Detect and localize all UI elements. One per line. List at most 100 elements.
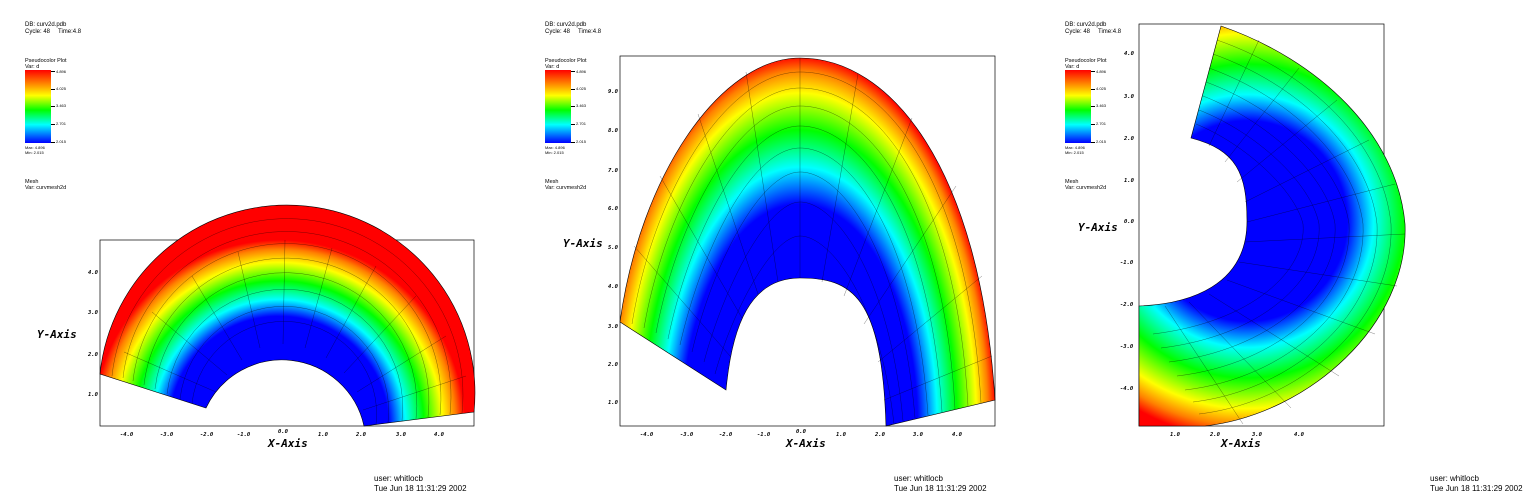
x-tick-label: 3.0 [396,432,406,438]
cycle-label: Cycle: 48 [545,29,571,35]
colorbar [1065,70,1091,143]
y-tick-label: 2.0 [608,362,618,368]
mesh-legend-title: Mesh [545,179,559,185]
colorbar-label: 3.463 [56,103,67,108]
max-label: Max: 4.896 [25,145,45,150]
x-tick-label: 0.0 [796,429,806,435]
colorbar-label: 4.896 [56,69,67,74]
y-tick-label: 3.0 [1124,94,1134,100]
plot-area [99,204,476,427]
y-axis-title: Y-Axis [37,328,77,341]
x-axis-title: X-Axis [786,437,826,450]
date-label: Tue Jun 18 11:31:29 2002 [894,484,987,493]
x-tick-label: -4.0 [640,432,654,438]
colorbar-label: 2.701 [1096,121,1107,126]
date-label: Tue Jun 18 11:31:29 2002 [374,484,467,493]
colorbar-label: 2.015 [576,139,587,144]
time-label: Time:4.8 [1098,29,1122,35]
y-tick-label: -4.0 [1120,386,1134,392]
y-tick-label: 5.0 [608,245,618,251]
y-tick-label: 1.0 [88,392,98,398]
pseudocolor-var: Var: d [545,64,560,70]
x-tick-label: 3.0 [913,432,923,438]
db-label: DB: curv2d.pdb [545,22,587,28]
time-label: Time:4.8 [58,29,82,35]
plot-area [619,55,996,427]
y-tick-label: 3.0 [88,310,98,316]
max-label: Max: 4.896 [1065,145,1085,150]
colorbar-label: 3.463 [576,103,587,108]
x-tick-label: -2.0 [200,432,214,438]
x-tick-label: -1.0 [757,432,771,438]
y-tick-label: 6.0 [608,206,618,212]
visualization-window-1: DB: curv2d.pdb Cycle: 48 Time:4.8 Pseudo… [0,0,513,500]
db-label: DB: curv2d.pdb [25,22,67,28]
y-tick-label: -1.0 [1120,260,1134,266]
y-axis-title: Y-Axis [563,237,603,250]
y-tick-label: -2.0 [1120,302,1134,308]
mesh-legend-title: Mesh [1065,179,1079,185]
x-tick-label: -2.0 [719,432,733,438]
colorbar-label: 4.896 [576,69,587,74]
plot-area [1138,23,1406,427]
x-tick-label: -3.0 [160,432,174,438]
y-tick-label: 2.0 [1124,136,1134,142]
pseudocolor-legend-title: Pseudocolor Plot [1065,58,1107,64]
colorbar-label: 2.015 [56,139,67,144]
mesh-var: Var: curvmesh2d [25,185,67,191]
x-tick-label: -3.0 [680,432,694,438]
x-tick-label: 2.0 [356,432,366,438]
x-tick-label: 1.0 [836,432,846,438]
colorbar-label: 2.015 [1096,139,1107,144]
y-axis-title: Y-Axis [1078,221,1118,234]
pseudocolor-var: Var: d [25,64,40,70]
mesh-var: Var: curvmesh2d [1065,185,1107,191]
y-tick-label: 4.0 [88,270,98,276]
y-tick-label: 4.0 [1124,51,1134,57]
colorbar-label: 4.025 [56,86,67,91]
cycle-label: Cycle: 48 [25,29,51,35]
user-label: user: whitlocb [894,474,943,483]
colorbar-label: 2.701 [576,121,587,126]
x-axis-title: X-Axis [268,437,308,450]
y-tick-label: 3.0 [608,324,618,330]
user-label: user: whitlocb [1430,474,1479,483]
y-tick-label: 7.0 [608,168,618,174]
x-tick-label: 1.0 [1170,432,1180,438]
x-tick-label: -4.0 [120,432,134,438]
y-tick-label: -3.0 [1120,344,1134,350]
user-label: user: whitlocb [374,474,423,483]
x-tick-label: 1.0 [318,432,328,438]
colorbar-label: 4.025 [1096,86,1107,91]
y-tick-label: 4.0 [608,284,618,290]
cycle-label: Cycle: 48 [1065,29,1091,35]
y-tick-label: 9.0 [608,89,618,95]
visualization-window-3: DB: curv2d.pdb Cycle: 48 Time:4.8 Pseudo… [1040,0,1540,500]
x-tick-label: 2.0 [1210,432,1220,438]
x-tick-label: 2.0 [875,432,885,438]
pseudocolor-legend-title: Pseudocolor Plot [25,58,67,64]
date-label: Tue Jun 18 11:31:29 2002 [1430,484,1523,493]
y-tick-label: 0.0 [1124,219,1134,225]
min-label: Min: 2.015 [1065,150,1084,155]
pseudocolor-var: Var: d [1065,64,1080,70]
y-tick-label: 1.0 [1124,178,1134,184]
time-label: Time:4.8 [578,29,602,35]
colorbar-label: 2.701 [56,121,67,126]
colorbar-label: 4.896 [1096,69,1107,74]
x-tick-label: 0.0 [278,429,288,435]
pseudocolor-legend-title: Pseudocolor Plot [545,58,587,64]
min-label: Min: 2.015 [25,150,44,155]
colorbar [545,70,571,143]
colorbar-label: 4.025 [576,86,587,91]
mesh-legend-title: Mesh [25,179,39,185]
min-label: Min: 2.015 [545,150,564,155]
max-label: Max: 4.896 [545,145,565,150]
mesh-var: Var: curvmesh2d [545,185,587,191]
x-axis-title: X-Axis [1221,437,1261,450]
x-tick-label: 4.0 [1294,432,1304,438]
visualization-window-2: DB: curv2d.pdb Cycle: 48 Time:4.8 Pseudo… [520,0,1033,500]
x-tick-label: 3.0 [1252,432,1262,438]
colorbar [25,70,51,143]
x-tick-label: -1.0 [237,432,251,438]
